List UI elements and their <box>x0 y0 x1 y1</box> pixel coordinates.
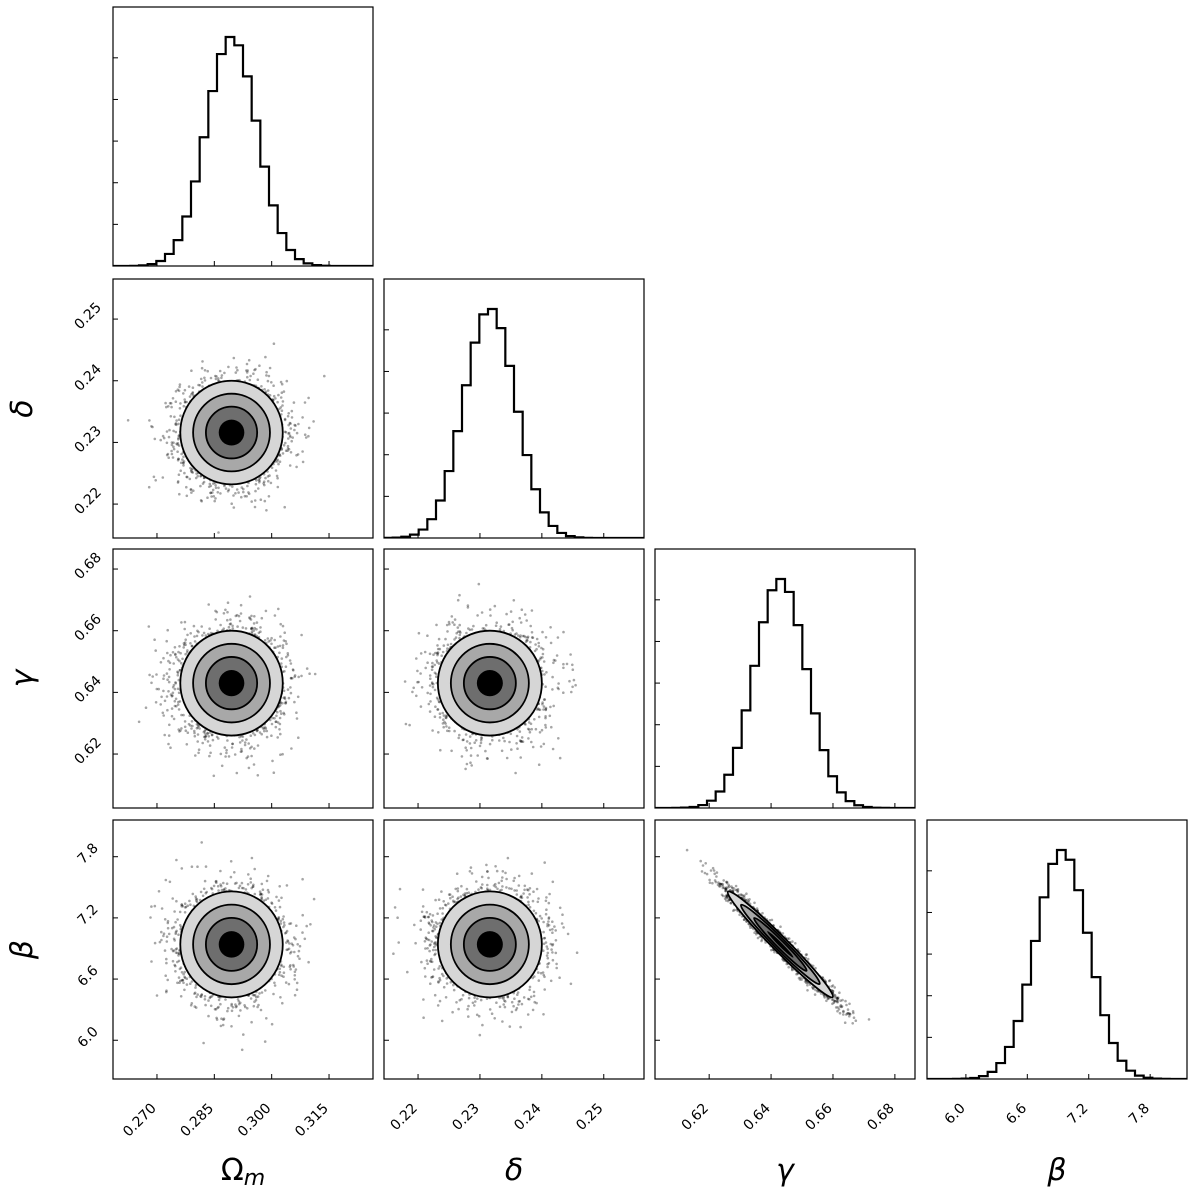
y-tick-label: 6.6 <box>75 963 102 990</box>
x-tick-label: 6.0 <box>942 1101 969 1128</box>
contour-level <box>218 670 245 697</box>
panel-frame <box>654 819 916 1080</box>
panel-2-0 <box>112 548 374 809</box>
contour-level <box>767 931 794 958</box>
panel-1-0 <box>112 278 374 539</box>
contours-3-0 <box>179 890 284 999</box>
histogram-2 <box>655 577 915 808</box>
panel-1-1 <box>383 278 645 539</box>
x-axis-label: δ <box>505 1153 523 1188</box>
y-tick-label: 6.0 <box>75 1024 102 1051</box>
x-tick-label: 0.315 <box>292 1101 332 1141</box>
panel-2-1 <box>383 548 645 809</box>
x-tick-label: 0.22 <box>388 1101 421 1134</box>
contour-level <box>476 931 503 958</box>
y-tick-label: 0.22 <box>71 485 104 518</box>
y-tick-label: 0.62 <box>71 735 104 768</box>
y-tick-label: 0.64 <box>71 673 104 706</box>
contour-level <box>218 419 245 446</box>
x-tick-label: 0.300 <box>235 1101 275 1141</box>
panel-3-3 <box>926 819 1188 1080</box>
panel-2-2 <box>654 548 916 809</box>
panel-3-1 <box>383 819 645 1080</box>
y-tick-label: 7.8 <box>75 840 102 867</box>
panel-frame <box>112 6 374 267</box>
y-tick-label: 7.2 <box>75 902 102 929</box>
histogram-1 <box>384 307 644 538</box>
x-tick-label: 0.62 <box>679 1101 712 1134</box>
contour-level <box>218 931 245 958</box>
y-tick-label: 0.23 <box>71 423 104 456</box>
x-tick-label: 0.66 <box>802 1100 835 1133</box>
x-tick-label: 0.24 <box>511 1100 544 1133</box>
histogram-0 <box>113 35 373 266</box>
y-tick-label: 0.24 <box>71 361 104 394</box>
contours-2-0 <box>179 629 284 737</box>
x-axis-label: β <box>1046 1153 1066 1188</box>
contours-2-1 <box>436 629 543 737</box>
x-tick-label: 7.8 <box>1126 1101 1153 1128</box>
y-axis-label: β <box>5 940 40 960</box>
x-tick-label: 7.2 <box>1065 1101 1092 1128</box>
contours-3-1 <box>436 890 543 999</box>
x-tick-label: 0.23 <box>449 1101 482 1134</box>
panel-frame <box>383 819 645 1080</box>
x-tick-label: 0.270 <box>120 1101 160 1141</box>
contours-3-2 <box>726 890 834 999</box>
y-axis-label: γ <box>5 667 40 687</box>
contour-level <box>476 670 503 697</box>
y-tick-label: 0.68 <box>71 550 104 583</box>
y-tick-label: 0.25 <box>71 300 104 333</box>
panel-frame <box>112 548 374 809</box>
x-axis-label: γ <box>776 1153 796 1188</box>
panel-frame <box>112 278 374 539</box>
x-axis-label: Ωm <box>221 1153 265 1191</box>
panel-frame <box>383 548 645 809</box>
contours-1-0 <box>179 379 284 486</box>
histogram-3 <box>927 848 1187 1079</box>
panel-frame <box>926 819 1188 1080</box>
panel-frame <box>112 819 374 1080</box>
panel-frame <box>383 278 645 539</box>
x-tick-label: 0.68 <box>864 1101 897 1134</box>
panel-0-0 <box>112 6 374 267</box>
panel-3-0 <box>112 819 374 1080</box>
y-tick-label: 0.66 <box>71 611 104 644</box>
panel-frame <box>654 548 916 809</box>
x-tick-label: 0.25 <box>573 1101 606 1134</box>
x-tick-label: 6.6 <box>1003 1100 1030 1127</box>
y-axis-label: δ <box>5 399 40 417</box>
panel-3-2 <box>654 819 916 1080</box>
x-tick-label: 0.285 <box>177 1101 217 1141</box>
x-tick-label: 0.64 <box>741 1100 774 1133</box>
